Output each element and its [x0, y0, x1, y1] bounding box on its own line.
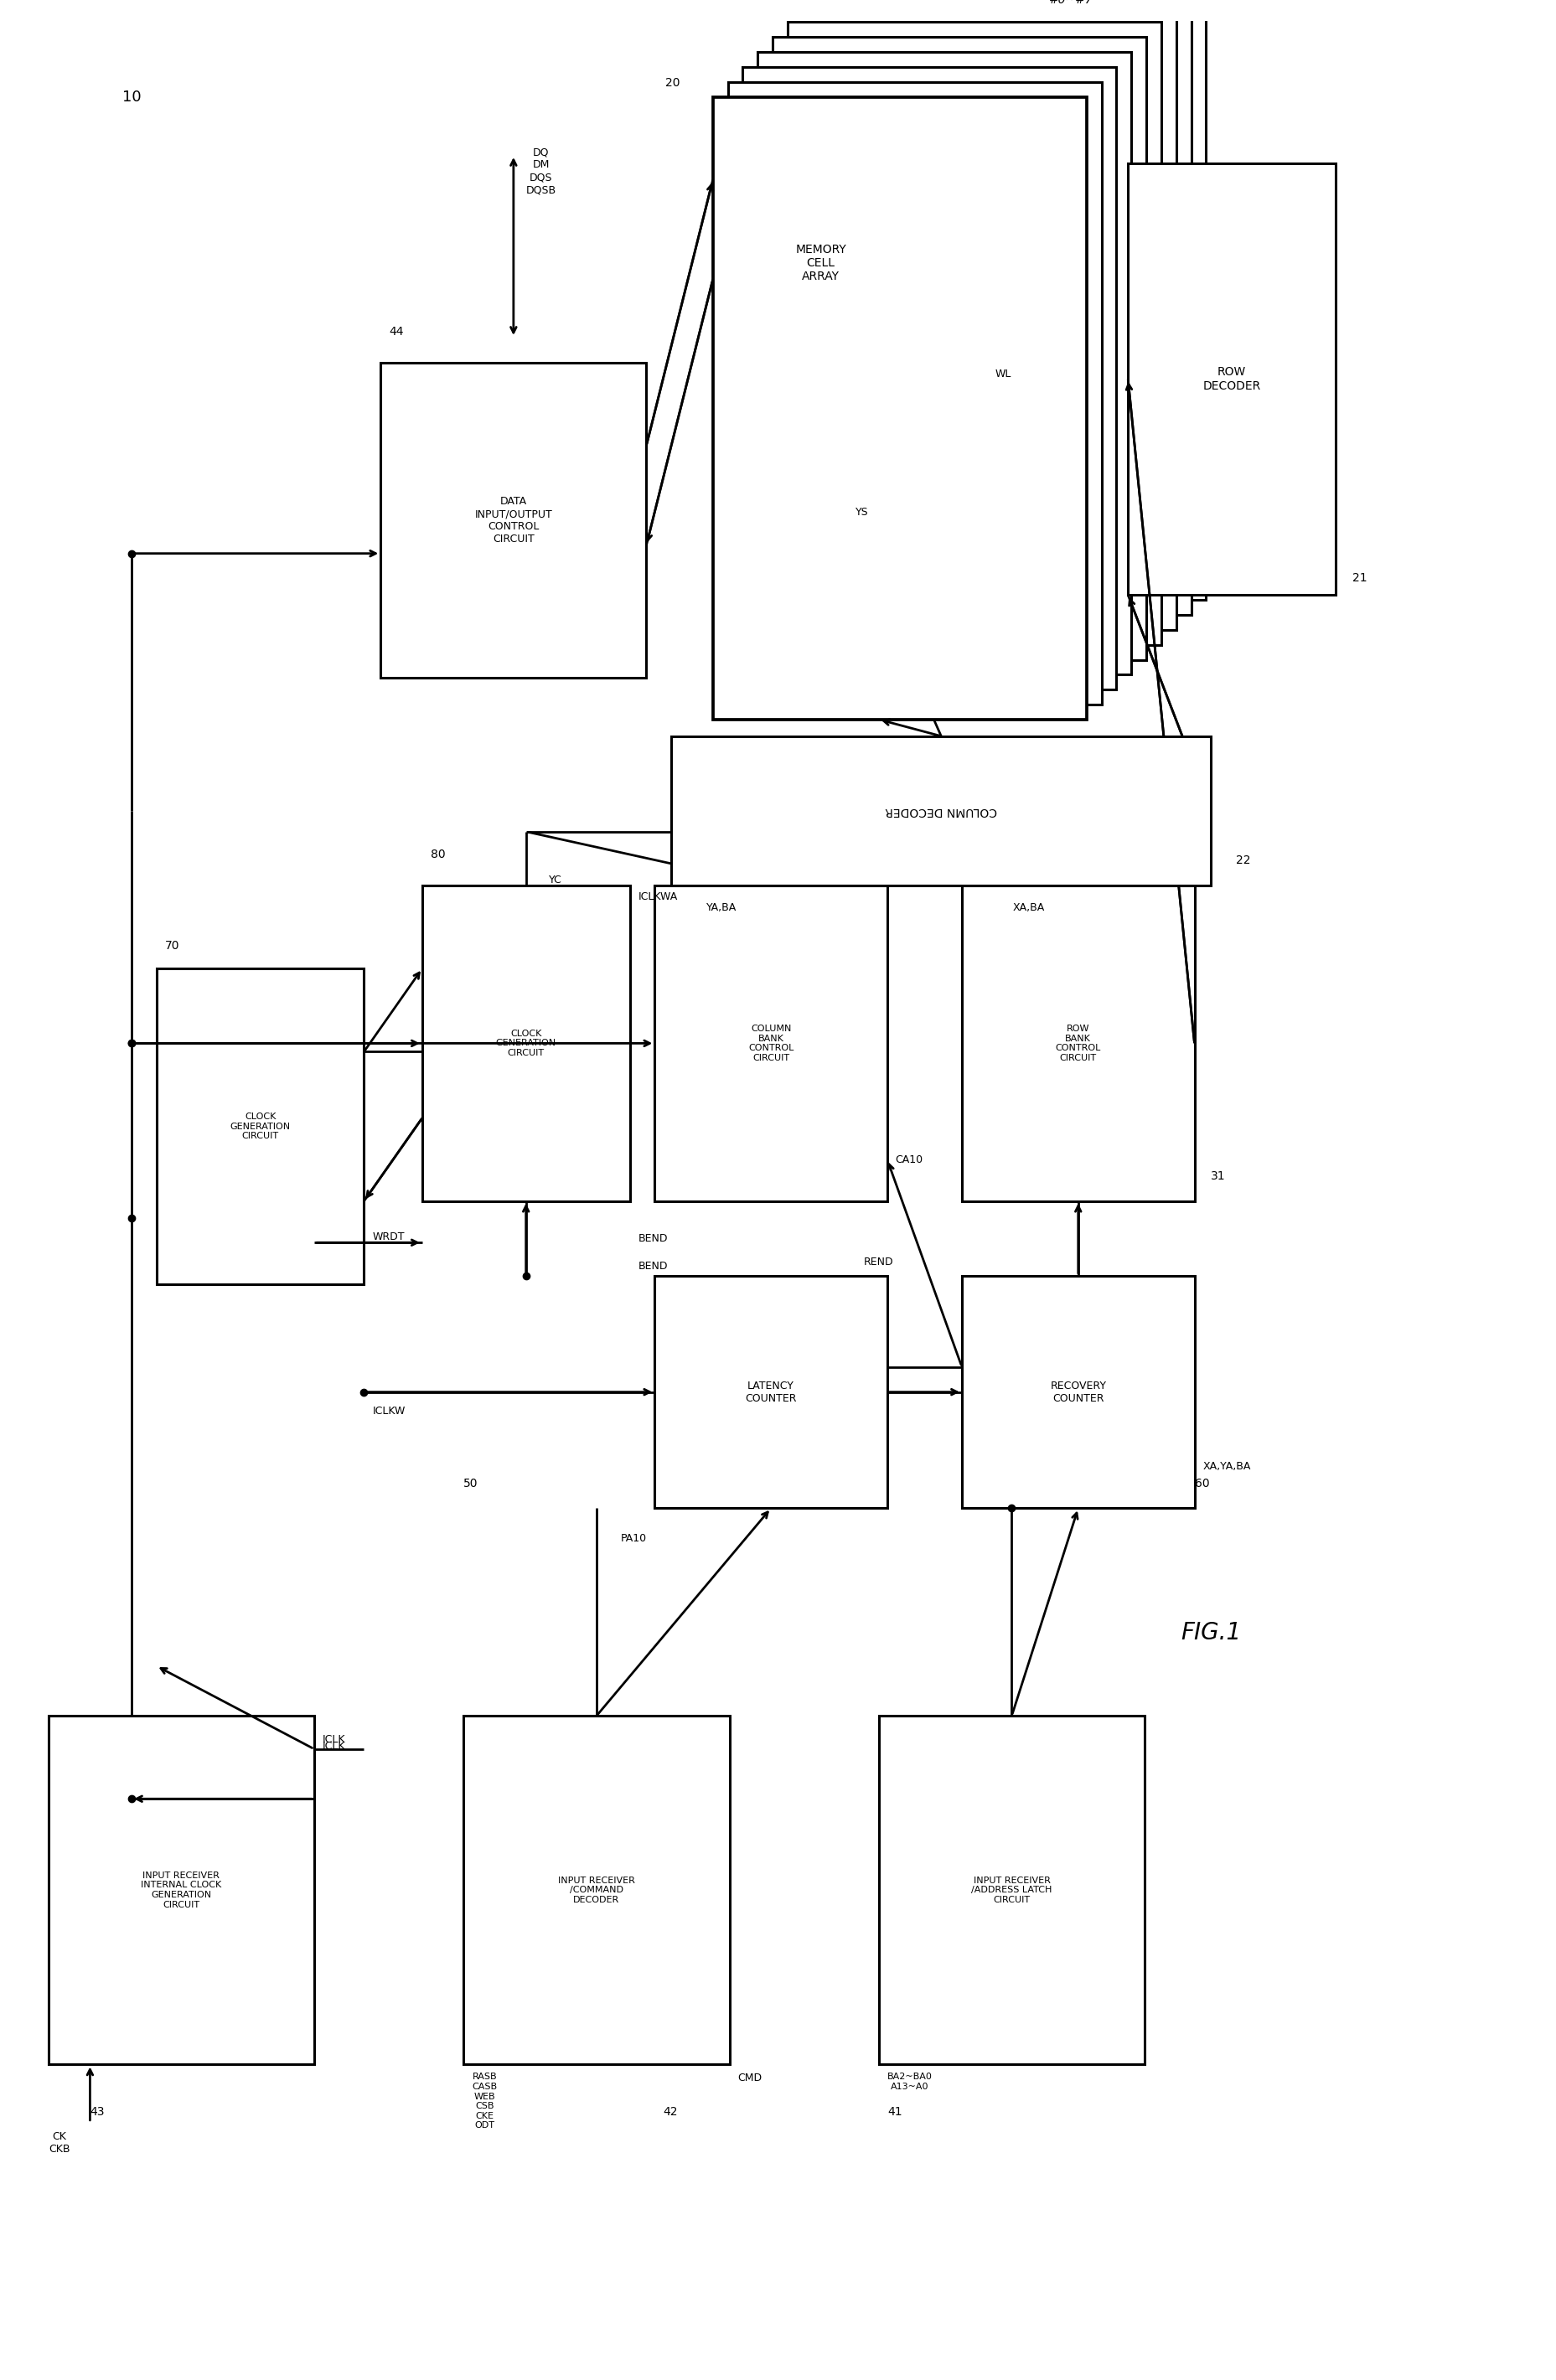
Text: 32: 32 — [713, 850, 728, 862]
Text: 20: 20 — [664, 76, 680, 88]
Bar — [773, 38, 1147, 659]
Bar — [728, 81, 1102, 704]
Text: 60: 60 — [1195, 1478, 1209, 1490]
Bar — [671, 735, 1211, 885]
Bar — [422, 885, 630, 1202]
Text: REND: REND — [864, 1257, 893, 1269]
Bar — [962, 885, 1195, 1202]
Text: 31: 31 — [1211, 1171, 1226, 1183]
Bar — [655, 1276, 887, 1509]
Text: 21: 21 — [1352, 574, 1368, 583]
Text: PA10: PA10 — [621, 1533, 646, 1545]
Text: CMD: CMD — [738, 2073, 762, 2085]
Bar — [879, 1716, 1145, 2063]
Text: ROW
DECODER: ROW DECODER — [1203, 367, 1260, 393]
Text: 41: 41 — [887, 2106, 902, 2118]
Bar — [655, 885, 887, 1202]
Text: INPUT RECEIVER
/ADDRESS LATCH
CIRCUIT: INPUT RECEIVER /ADDRESS LATCH CIRCUIT — [971, 1875, 1052, 1904]
Text: YC: YC — [548, 876, 562, 885]
Text: WL: WL — [996, 369, 1011, 378]
Bar — [48, 1716, 314, 2063]
Bar — [713, 98, 1086, 719]
Text: 50: 50 — [464, 1478, 478, 1490]
Text: ICLKW: ICLKW — [372, 1407, 405, 1416]
Text: LATENCY
COUNTER: LATENCY COUNTER — [745, 1380, 797, 1404]
Text: CLOCK
GENERATION
CIRCUIT: CLOCK GENERATION CIRCUIT — [496, 1031, 555, 1057]
Text: CA10: CA10 — [896, 1154, 923, 1164]
Bar — [832, 0, 1206, 600]
Bar — [381, 362, 646, 678]
Text: XA,YA,BA: XA,YA,BA — [1203, 1461, 1251, 1473]
Text: ICLK: ICLK — [322, 1740, 345, 1752]
Text: 44: 44 — [389, 326, 403, 338]
Text: BA2~BA0
A13~A0: BA2~BA0 A13~A0 — [887, 2073, 932, 2092]
Text: BEND: BEND — [638, 1233, 668, 1245]
Text: XC: XC — [871, 850, 885, 862]
Text: 42: 42 — [663, 2106, 678, 2118]
Text: ROW
BANK
CONTROL
CIRCUIT: ROW BANK CONTROL CIRCUIT — [1055, 1023, 1102, 1061]
Text: COLUMN
BANK
CONTROL
CIRCUIT: COLUMN BANK CONTROL CIRCUIT — [748, 1023, 794, 1061]
Text: COLUMN DECODER: COLUMN DECODER — [885, 804, 997, 816]
Bar — [787, 21, 1161, 645]
Bar — [464, 1716, 730, 2063]
Text: ICLKWA: ICLKWA — [638, 890, 678, 902]
Text: 10: 10 — [121, 90, 142, 105]
Bar — [817, 0, 1192, 614]
Text: DATA
INPUT/OUTPUT
CONTROL
CIRCUIT: DATA INPUT/OUTPUT CONTROL CIRCUIT — [475, 495, 552, 545]
Text: INPUT RECEIVER
INTERNAL CLOCK
GENERATION
CIRCUIT: INPUT RECEIVER INTERNAL CLOCK GENERATION… — [142, 1871, 221, 1909]
Text: 43: 43 — [90, 2106, 104, 2118]
Text: WRDT: WRDT — [372, 1233, 405, 1242]
Text: #0~#7: #0~#7 — [1049, 0, 1092, 5]
Text: RECOVERY
COUNTER: RECOVERY COUNTER — [1050, 1380, 1106, 1404]
Text: CK
CKB: CK CKB — [48, 2130, 70, 2154]
Text: 80: 80 — [431, 850, 445, 862]
Text: BEND: BEND — [638, 1261, 668, 1271]
Text: RASB
CASB
WEB
CSB
CKE
ODT: RASB CASB WEB CSB CKE ODT — [471, 2073, 498, 2130]
Text: ICLK: ICLK — [322, 1735, 345, 1745]
Bar — [962, 1276, 1195, 1509]
Text: 22: 22 — [1235, 854, 1251, 866]
Text: CLOCK
GENERATION
CIRCUIT: CLOCK GENERATION CIRCUIT — [230, 1111, 291, 1140]
Text: MEMORY
CELL
ARRAY: MEMORY CELL ARRAY — [795, 243, 846, 283]
Text: YA,BA: YA,BA — [706, 902, 736, 914]
Text: DQ
DM
DQS
DQSB: DQ DM DQS DQSB — [526, 148, 555, 195]
Bar — [157, 969, 364, 1285]
Bar — [803, 7, 1176, 631]
Bar — [758, 52, 1131, 674]
Text: XA,BA: XA,BA — [1013, 902, 1044, 914]
Text: YS: YS — [856, 507, 868, 516]
Bar — [1128, 164, 1335, 595]
Bar — [742, 67, 1116, 690]
Text: 70: 70 — [165, 940, 179, 952]
Text: FIG.1: FIG.1 — [1181, 1621, 1242, 1645]
Text: INPUT RECEIVER
/COMMAND
DECODER: INPUT RECEIVER /COMMAND DECODER — [559, 1875, 635, 1904]
